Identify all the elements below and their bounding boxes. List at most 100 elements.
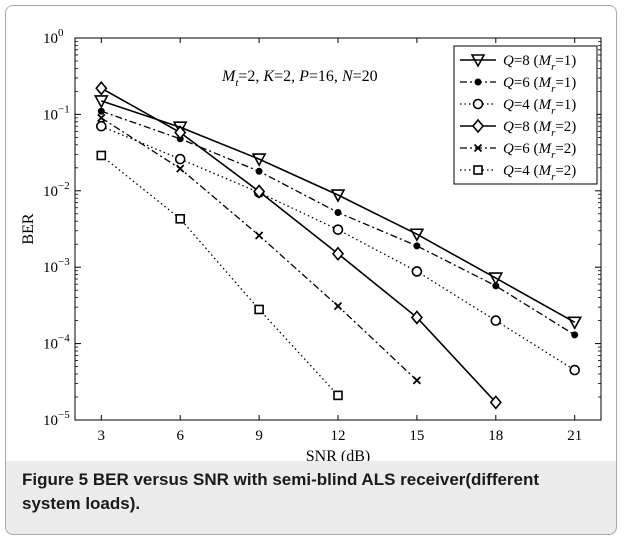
marker-circle: [332, 224, 344, 235]
legend-m: M: [538, 119, 553, 135]
annotation-mt: M: [221, 68, 237, 85]
annotation-k-val: =2,: [274, 68, 299, 85]
legend-r: r: [551, 127, 556, 139]
legend-mr-val: =1): [555, 53, 576, 69]
legend-mr-val: =2): [555, 141, 576, 157]
marker-square: [96, 150, 107, 161]
y-tick-base: 10: [43, 107, 58, 123]
legend-q-val: =6 (: [514, 75, 539, 91]
series-line: [100, 87, 497, 403]
legend-r: r: [551, 171, 556, 183]
marker-triangle-down: [93, 95, 109, 109]
marker-cross: [254, 231, 264, 240]
series-line: [100, 117, 418, 381]
annotation-mt-sub: t: [235, 77, 239, 89]
y-tick-base: 10: [43, 337, 58, 353]
plot-area: 3 6 9 12 15 18 21 10−5 10−4 10−3 10−2 10−1 100 SNR (d…: [6, 6, 616, 461]
marker-diamond: [489, 395, 502, 410]
legend-q: Q: [503, 53, 514, 69]
y-tick-label: 100: [43, 27, 64, 47]
legend-entry: Q=4 (Mr=2): [503, 163, 576, 183]
x-tick-label: 3: [98, 428, 106, 444]
y-tick-label: 10−2: [43, 180, 70, 200]
legend-q-val: =6 (: [514, 141, 539, 157]
marker-circle: [411, 266, 423, 277]
y-tick-base: 10: [43, 184, 58, 200]
marker-diamond: [95, 80, 108, 96]
marker-circle: [96, 120, 107, 132]
x-tick-label: 12: [331, 428, 346, 444]
marker-triangle-down: [330, 189, 346, 203]
legend-m: M: [538, 141, 553, 157]
annotation-n: N: [341, 68, 354, 85]
marker-cross: [97, 113, 106, 123]
x-axis-label: SNR (dB): [306, 448, 370, 461]
figure-caption-text: BER versus SNR with semi-blind ALS recei…: [22, 470, 540, 513]
legend-m: M: [538, 97, 553, 113]
x-tick-label: 6: [176, 428, 184, 444]
figure-label: Figure 5: [22, 470, 89, 489]
marker-cross: [176, 164, 185, 173]
marker-triangle-down: [172, 121, 188, 135]
y-tick-exponent: −2: [58, 180, 70, 192]
annotation-k: K: [262, 68, 275, 85]
y-tick-base: 10: [43, 260, 58, 276]
legend-entry: Q=8 (Mr=2): [503, 119, 576, 139]
legend-m: M: [538, 163, 553, 179]
marker-dot: [474, 78, 482, 86]
marker-square: [473, 165, 483, 175]
y-tick-label: 10−3: [43, 256, 70, 276]
marker-square: [254, 304, 264, 315]
series-5: [97, 113, 422, 385]
legend-entry: Q=6 (Mr=2): [503, 141, 576, 161]
y-tick-exponent: −4: [58, 333, 70, 345]
marker-cross: [473, 143, 483, 153]
marker-diamond: [174, 125, 187, 140]
y-tick-base: 10: [43, 31, 58, 47]
marker-circle: [174, 153, 186, 165]
legend-box: [453, 45, 598, 185]
marker-circle: [490, 315, 502, 326]
y-tick-exponent: −1: [58, 103, 70, 115]
series-6: [96, 150, 343, 401]
figure-caption: Figure 5 BER versus SNR with semi-blind …: [22, 468, 602, 516]
legend-r: r: [551, 149, 556, 161]
marker-square: [333, 390, 343, 401]
y-tick-exponent: −3: [58, 256, 70, 268]
parameters-annotation: Mt=2, K=2, P=16, N=20: [221, 68, 378, 89]
marker-triangle-down: [488, 272, 504, 286]
marker-square: [175, 214, 185, 224]
x-tick-label: 9: [255, 428, 263, 444]
annotation-mt-val: =2,: [238, 68, 263, 85]
legend-q-val: =8 (: [514, 119, 539, 135]
x-tick-label: 18: [488, 428, 503, 444]
marker-triangle-down: [251, 153, 267, 167]
legend-mr-val: =2): [555, 163, 576, 179]
marker-triangle-down: [567, 316, 583, 330]
legend-entry: Q=6 (Mr=1): [503, 75, 576, 95]
marker-dot: [492, 282, 500, 290]
legend-m: M: [538, 53, 553, 69]
marker-dot: [413, 242, 421, 250]
legend-r: r: [551, 83, 556, 95]
legend-q-val: =8 (: [514, 53, 539, 69]
marker-diamond: [331, 246, 345, 261]
y-tick-label: 10−5: [43, 409, 70, 429]
y-tick-label: 10−1: [43, 103, 70, 123]
legend-r: r: [551, 105, 556, 117]
marker-diamond: [410, 310, 423, 325]
legend-mr-val: =1): [555, 75, 576, 91]
y-tick-base: 10: [43, 413, 58, 429]
marker-dot: [97, 107, 105, 115]
legend-m: M: [538, 75, 553, 91]
marker-dot: [255, 167, 263, 175]
legend-q-val: =4 (: [514, 163, 539, 179]
figure-frame: 3 6 9 12 15 18 21 10−5 10−4 10−3 10−2 10−1 100 SNR (d…: [5, 5, 617, 535]
legend-entry: Q=4 (Mr=1): [503, 97, 576, 117]
legend-q: Q: [503, 75, 514, 91]
marker-dot: [571, 331, 579, 339]
annotation-n-val: =20: [353, 68, 378, 85]
legend: Q=8 (Mr=1)Q=6 (Mr=1)Q=4 (Mr=1)Q=8 (Mr=2)…: [453, 45, 598, 185]
x-tick-label: 21: [567, 428, 582, 444]
marker-cross: [333, 301, 343, 311]
